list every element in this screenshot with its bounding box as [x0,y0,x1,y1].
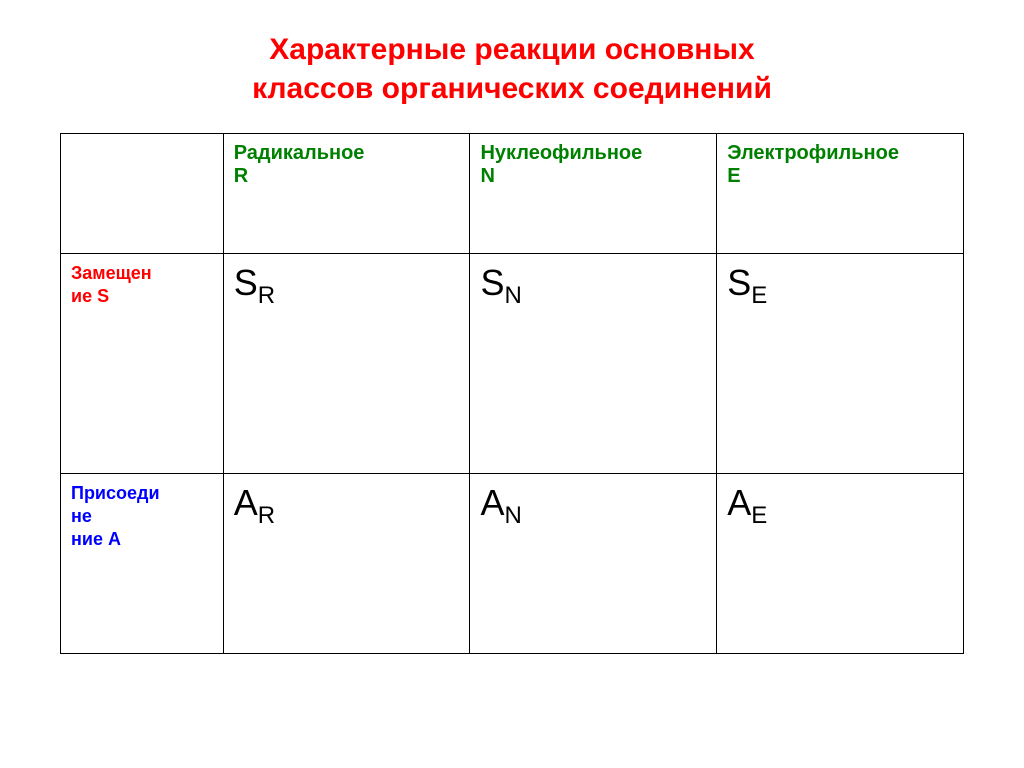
row-label-substitution: Замещен ие S [61,254,224,474]
header-nucleophilic: Нуклеофильное N [470,134,717,254]
cell-ae: AE [717,474,964,654]
row-label-addition: Присоеди не ние A [61,474,224,654]
header-label-sub: R [234,165,248,187]
title-line2: классов органических соединений [252,72,772,105]
title-line1: Характерные реакции основных [269,33,754,66]
row-label-line: Замещен [71,263,152,283]
cell-an: AN [470,474,717,654]
page-title: Характерные реакции основных классов орг… [60,30,964,108]
cell-sn: SN [470,254,717,474]
cell-symbol: AR [234,482,275,523]
cell-symbol: SN [480,262,521,303]
row-label-line: не [71,506,92,526]
header-label: Нуклеофильное [480,142,642,164]
cell-se: SE [717,254,964,474]
row-label-line: ние A [71,529,121,549]
cell-symbol: AN [480,482,521,523]
header-label-sub: E [727,165,740,187]
cell-symbol: AE [727,482,767,523]
row-label-line: ие S [71,286,109,306]
cell-sr: SR [223,254,470,474]
cell-symbol: SR [234,262,275,303]
header-label-sub: N [480,165,494,187]
table-row: Замещен ие S SR SN SE [61,254,964,474]
header-electrophilic: Электрофильное E [717,134,964,254]
row-label-line: Присоеди [71,483,160,503]
table-header-row: Радикальное R Нуклеофильное N Электрофил… [61,134,964,254]
header-label: Электрофильное [727,142,899,164]
table-row: Присоеди не ние A AR AN AE [61,474,964,654]
cell-ar: AR [223,474,470,654]
header-label: Радикальное [234,142,365,164]
cell-symbol: SE [727,262,767,303]
header-radical: Радикальное R [223,134,470,254]
reactions-table: Радикальное R Нуклеофильное N Электрофил… [60,133,964,654]
header-empty-cell [61,134,224,254]
